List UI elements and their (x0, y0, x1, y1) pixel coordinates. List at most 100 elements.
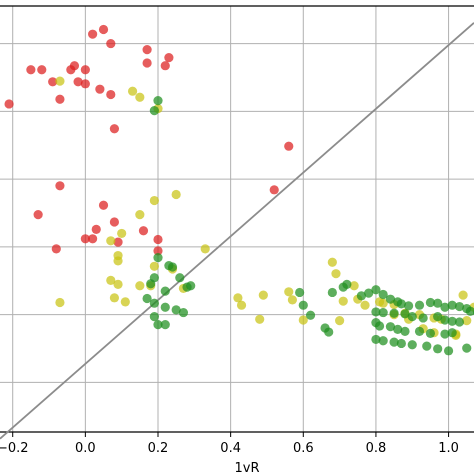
green-point (407, 340, 417, 350)
x-axis-label: 1vR (235, 461, 260, 474)
red-point (98, 24, 109, 35)
red-point (153, 246, 163, 256)
green-point (171, 305, 181, 315)
green-point (378, 289, 388, 300)
yellow-point (236, 300, 247, 310)
green-point (153, 252, 163, 263)
x-tick-label: 0.6 (293, 441, 314, 456)
red-point (160, 61, 170, 71)
green-point (371, 307, 381, 317)
x-tick-label: 0.2 (148, 441, 169, 456)
green-point (342, 279, 352, 290)
green-point (374, 321, 385, 331)
green-point (371, 285, 381, 295)
yellow-point (149, 261, 159, 271)
plot-frame (0, 5, 474, 433)
yellow-point (233, 293, 243, 303)
yellow-point (113, 256, 123, 266)
red-point (88, 234, 98, 244)
yellow-point (349, 281, 359, 291)
red-point (138, 226, 149, 236)
green-point (146, 279, 156, 289)
yellow-point (284, 287, 294, 297)
red-point (88, 29, 98, 39)
red-point (48, 77, 58, 87)
red-point (51, 244, 61, 254)
yellow-point (335, 316, 345, 326)
red-point (55, 181, 65, 191)
green-point (443, 346, 454, 356)
green-point (462, 343, 472, 353)
green-point (149, 298, 159, 308)
yellow-point (117, 228, 127, 239)
green-point (385, 294, 396, 304)
green-point (393, 324, 403, 334)
green-point (153, 95, 163, 106)
yellow-point (55, 297, 65, 308)
red-point (106, 89, 116, 100)
green-point (371, 334, 381, 345)
green-point (389, 337, 399, 347)
yellow-point (200, 244, 210, 254)
yellow-point (462, 316, 472, 326)
yellow-point (135, 281, 145, 291)
yellow-point (135, 92, 145, 102)
green-point (295, 287, 305, 298)
green-point (153, 320, 163, 330)
yellow-point (149, 195, 159, 206)
red-point (113, 237, 123, 247)
yellow-point (106, 236, 116, 246)
green-point (378, 336, 388, 346)
green-point (160, 286, 170, 296)
yellow-point (109, 293, 120, 303)
x-tick-label: −0.2 (0, 441, 29, 456)
yellow-point (378, 298, 388, 308)
green-point (404, 301, 414, 311)
green-point (142, 293, 152, 304)
red-point (142, 58, 152, 68)
red-point (66, 65, 76, 75)
red-point (142, 45, 152, 55)
red-point (164, 53, 174, 63)
red-point (106, 38, 116, 49)
red-point (95, 84, 105, 94)
yellow-point (258, 290, 268, 300)
green-point (447, 316, 457, 326)
x-tick-labels: −0.2 0.0 0.2 0.4 0.6 0.8 1.0 (0, 441, 459, 456)
yellow-point (171, 189, 181, 200)
yellow-point (298, 315, 308, 325)
green-point (327, 287, 337, 298)
red-point (284, 141, 294, 151)
green-point (160, 320, 170, 330)
green-point (425, 297, 436, 308)
green-point (425, 328, 436, 338)
x-tick-label: 1.0 (438, 441, 459, 456)
green-point (324, 327, 334, 337)
yellow-point (55, 76, 65, 86)
green-point (440, 329, 450, 339)
red-point (109, 124, 120, 134)
yellow-point (113, 279, 123, 290)
red-point (26, 65, 36, 75)
reference-line (0, 22, 474, 440)
green-point (454, 317, 465, 327)
red-point (37, 65, 47, 75)
yellow-point (255, 314, 265, 324)
green-point (440, 302, 450, 312)
yellow-point (127, 86, 138, 96)
green-point (447, 300, 457, 310)
green-point (149, 106, 159, 116)
green-point (298, 300, 308, 310)
x-tick-label: 0.0 (75, 441, 96, 456)
reference-line-layer (0, 22, 474, 440)
green-point (400, 309, 410, 319)
green-point (385, 322, 396, 332)
grid-layer (0, 6, 474, 437)
green-point (389, 308, 399, 318)
green-point (175, 273, 185, 283)
x-tick-label: 0.4 (220, 441, 241, 456)
points-layer (4, 24, 474, 356)
red-point (109, 217, 120, 227)
green-point (454, 301, 465, 312)
